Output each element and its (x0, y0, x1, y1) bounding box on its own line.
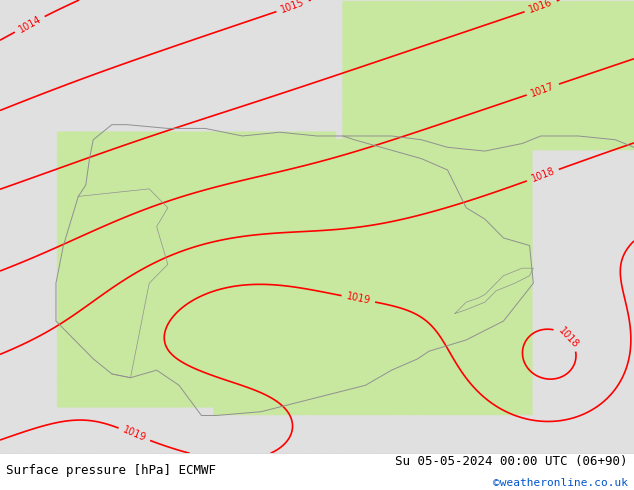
Text: Su 05-05-2024 00:00 UTC (06+90): Su 05-05-2024 00:00 UTC (06+90) (395, 455, 628, 468)
Text: 1018: 1018 (556, 325, 580, 350)
Text: 1017: 1017 (529, 81, 556, 98)
Text: 1016: 1016 (527, 0, 554, 15)
Text: 1015: 1015 (280, 0, 306, 15)
Text: Surface pressure [hPa] ECMWF: Surface pressure [hPa] ECMWF (6, 465, 216, 477)
Text: 1019: 1019 (346, 292, 372, 306)
Text: 1018: 1018 (529, 166, 556, 184)
Text: ©weatheronline.co.uk: ©weatheronline.co.uk (493, 478, 628, 488)
Text: 1014: 1014 (16, 14, 43, 35)
Text: 1019: 1019 (121, 425, 148, 443)
